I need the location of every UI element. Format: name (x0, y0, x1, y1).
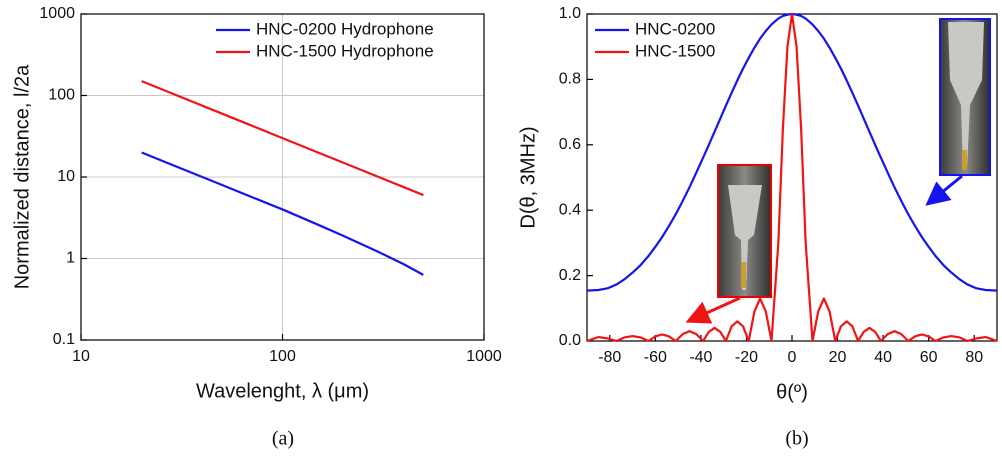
x-tick-label: 0 (788, 349, 797, 366)
series-line (141, 151, 424, 276)
y-tick-label: 0.1 (53, 331, 75, 348)
x-tick-label: 20 (829, 349, 847, 366)
x-tick-label: 40 (874, 349, 892, 366)
x-tick-label: 80 (965, 349, 983, 366)
legend-label: HNC-0200 (635, 19, 715, 38)
plot-frame (80, 13, 485, 341)
plot-frame (586, 13, 998, 342)
probe-shape (728, 185, 762, 290)
arrow (685, 296, 741, 324)
y-tick-label: 0.0 (559, 332, 581, 349)
y-tick-label: 1.0 (559, 5, 581, 22)
x-tick-label: -40 (689, 349, 712, 366)
x-tick-label: -80 (598, 349, 621, 366)
x-tick-label: -20 (735, 349, 758, 366)
caption: (b) (785, 428, 808, 450)
y-tick-label: 1000 (39, 5, 75, 22)
x-tick-label: 10 (72, 348, 90, 365)
y-tick-label: 0.2 (559, 267, 581, 284)
y-axis-title: Normalized distance, l/2a (11, 64, 33, 289)
y-tick-label: 0.4 (559, 201, 581, 218)
y-axis-title: D(θ, 3MHz) (517, 126, 539, 228)
legend-label: HNC-0200 Hydrophone (256, 19, 434, 38)
x-tick-label: 100 (269, 348, 296, 365)
x-axis-title: Wavelenght, λ (μm) (196, 380, 369, 402)
legend-label: HNC-1500 Hydrophone (256, 41, 434, 60)
y-tick-label: 10 (57, 168, 75, 185)
probe-tip (741, 262, 746, 288)
series-line (586, 12, 998, 343)
y-tick-label: 1 (66, 250, 75, 267)
x-tick-label: 60 (920, 349, 938, 366)
series-line (141, 80, 424, 197)
inset-photos (685, 18, 991, 324)
probe-tip (962, 150, 967, 170)
legend-label: HNC-1500 (635, 41, 715, 60)
x-tick-label: -60 (644, 349, 667, 366)
probe-shape (948, 22, 984, 170)
caption: (a) (272, 428, 294, 450)
y-tick-label: 100 (48, 87, 75, 104)
y-tick-label: 0.8 (559, 71, 581, 88)
x-tick-label: 1000 (466, 348, 502, 365)
x-axis-title: θ(º) (776, 381, 808, 403)
arrow (925, 174, 963, 206)
y-tick-label: 0.6 (559, 136, 581, 153)
